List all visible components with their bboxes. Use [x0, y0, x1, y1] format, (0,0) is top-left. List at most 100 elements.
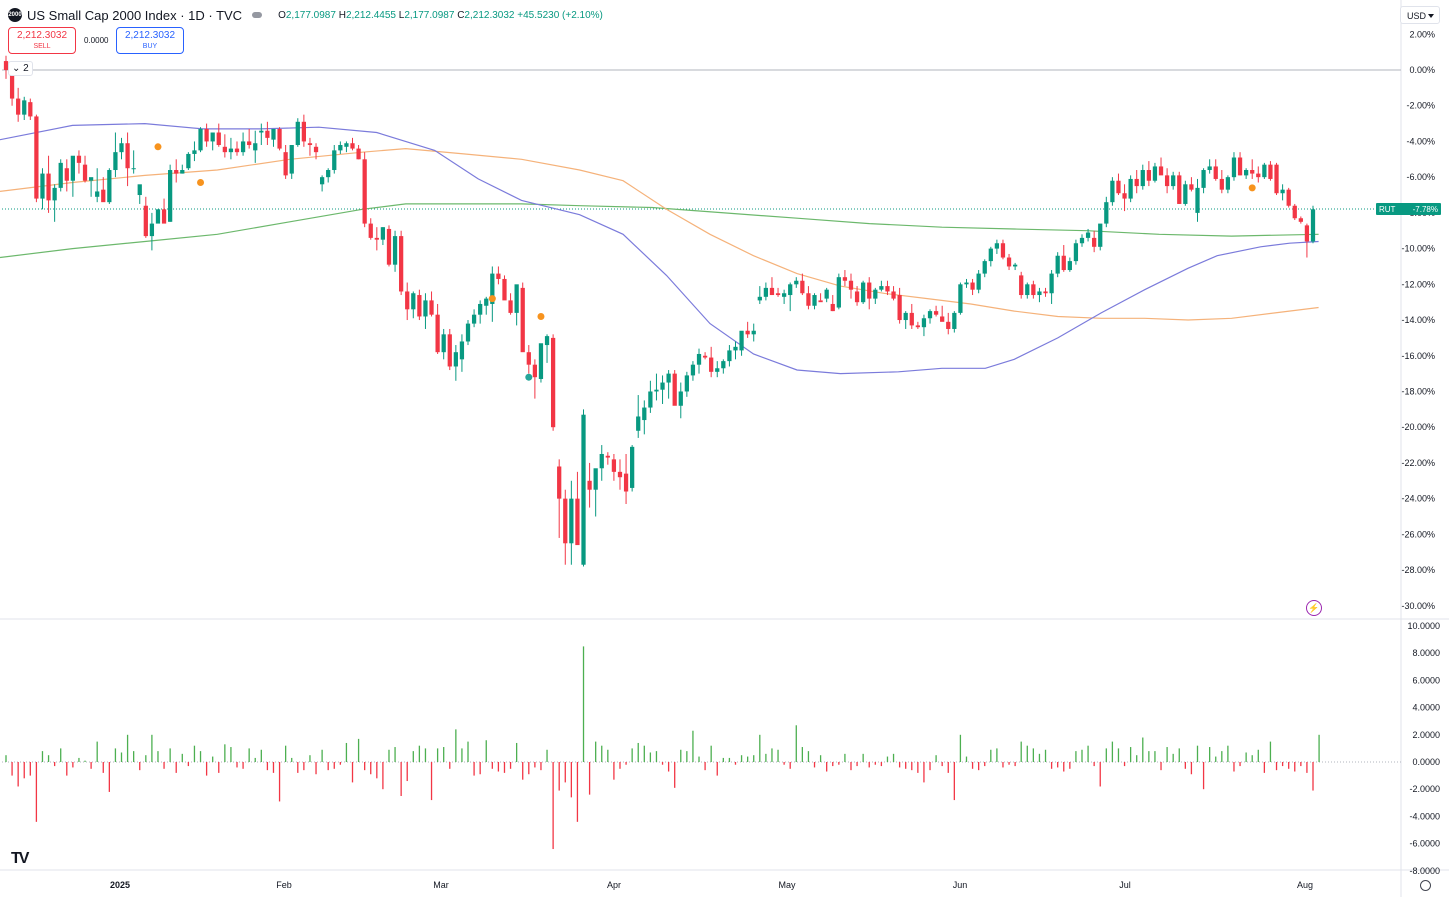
candle-body [295, 121, 300, 146]
candle [672, 370, 677, 406]
last-symbol: RUT [1379, 205, 1396, 214]
candle [459, 334, 465, 372]
candle-body [1183, 184, 1188, 204]
candle-body [1298, 218, 1303, 222]
candle-body [508, 300, 513, 313]
candle [903, 311, 908, 329]
candle-body [46, 173, 51, 201]
time-tick-label: Jun [953, 880, 968, 890]
candle-body [265, 130, 270, 138]
candle [1164, 168, 1170, 194]
candle [234, 141, 240, 156]
candle [982, 259, 987, 278]
settings-icon[interactable] [1420, 880, 1431, 891]
candle-body [964, 282, 969, 285]
candle-body [1031, 284, 1036, 296]
candle [1043, 287, 1048, 297]
candle [277, 127, 282, 151]
candle-body [550, 337, 556, 428]
candle [399, 230, 404, 296]
candle [423, 293, 428, 329]
candle [441, 328, 446, 360]
candle [1128, 175, 1133, 203]
symbol-title[interactable]: US Small Cap 2000 Index · 1D · TVC [27, 7, 243, 23]
candle-body [569, 498, 574, 544]
buy-button[interactable]: 2,212.3032 BUY [116, 27, 184, 54]
candle [34, 114, 39, 203]
candle [599, 445, 604, 481]
candle-body [1043, 291, 1048, 294]
candle [210, 132, 215, 151]
candle [1073, 239, 1079, 265]
candle-body [958, 284, 963, 313]
candle-body [1098, 223, 1103, 247]
signal-marker [154, 143, 162, 151]
candle-body [16, 98, 21, 115]
candle-body [1310, 209, 1316, 242]
candle [1031, 280, 1036, 299]
hide-indicator-icon[interactable] [252, 12, 263, 18]
candle [1292, 203, 1297, 221]
candle [915, 321, 920, 329]
candle [757, 286, 762, 304]
candle [1006, 253, 1012, 271]
candle-body [1262, 164, 1267, 178]
candle-body [1171, 175, 1176, 187]
candle-body [623, 473, 629, 492]
last-value: -7.78% [1413, 205, 1438, 214]
candle [453, 345, 458, 381]
moving-average-orange [0, 147, 1319, 321]
candle-body [690, 364, 696, 376]
candle-body [174, 170, 179, 174]
candle [295, 118, 300, 147]
candle [478, 300, 483, 324]
candle-body [788, 284, 793, 296]
candle [496, 266, 501, 285]
legend-collapse-toggle[interactable]: ⌄ 2 [8, 61, 33, 76]
candle-body [769, 287, 775, 296]
candle-body [654, 389, 659, 392]
candle [593, 468, 598, 517]
candle-body [271, 128, 276, 140]
candle-body [1256, 173, 1261, 178]
candle [319, 175, 325, 192]
candle [240, 132, 246, 156]
sell-button[interactable]: 2,212.3032 SELL [8, 27, 76, 54]
candle [775, 287, 781, 297]
candle [1134, 170, 1139, 194]
candle [471, 309, 477, 328]
candle-body [775, 293, 781, 296]
candle-body [210, 132, 215, 142]
candle-body [946, 321, 951, 329]
candle [180, 164, 185, 174]
volume-tick-label: 8.0000 [1412, 648, 1440, 658]
candle-body [1049, 273, 1054, 294]
candle [1025, 282, 1030, 299]
signal-marker [537, 312, 545, 320]
candle-body [374, 237, 379, 240]
candle-body [976, 273, 981, 290]
candle [690, 361, 696, 381]
candle [1286, 187, 1291, 208]
candle-body [1286, 189, 1291, 206]
price-tick-label: -26.00% [1401, 529, 1435, 539]
flash-icon[interactable]: ⚡ [1306, 600, 1322, 616]
currency-selector[interactable]: USD [1400, 6, 1440, 24]
candle-body [101, 189, 106, 203]
candle [16, 87, 21, 122]
price-tick-label: 2.00% [1409, 29, 1435, 39]
candle [1012, 262, 1018, 271]
candle-body [672, 373, 677, 406]
candle [702, 352, 708, 360]
candle-body [502, 278, 507, 301]
candle [1152, 162, 1158, 183]
candle [1298, 216, 1303, 224]
volume-tick-label: -2.0000 [1409, 784, 1440, 794]
candle-body [95, 191, 100, 197]
candle-body [1067, 261, 1072, 271]
candle-body [344, 143, 349, 147]
candle-body [514, 284, 519, 313]
candle-body [751, 330, 756, 335]
candle [727, 345, 732, 367]
